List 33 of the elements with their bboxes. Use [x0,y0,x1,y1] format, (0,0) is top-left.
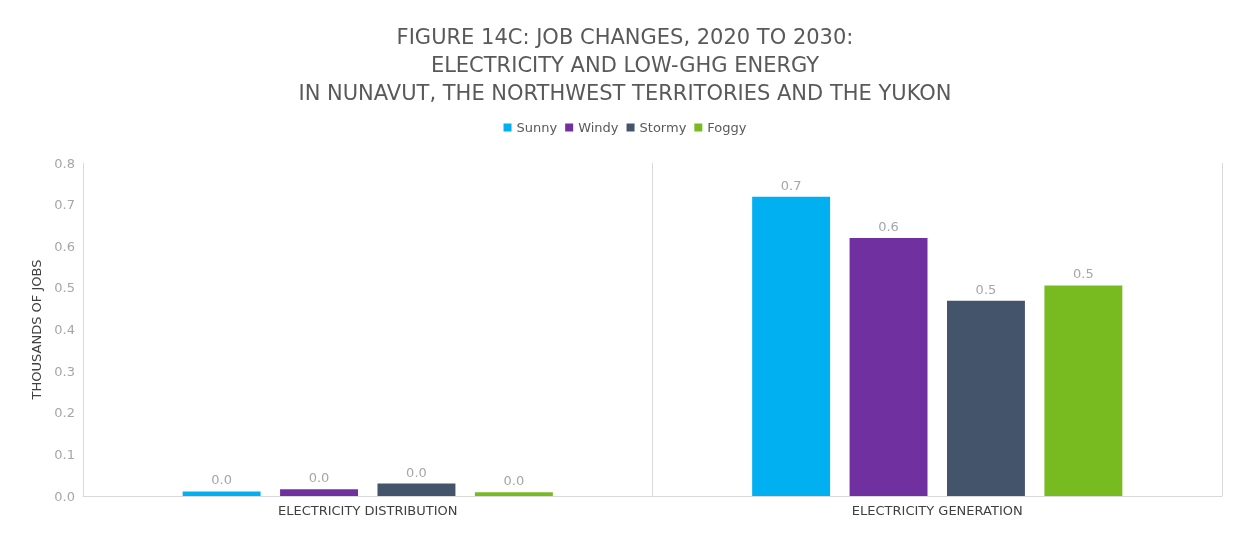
data-label: 0.6 [878,218,899,234]
y-tick-label: 0.8 [54,155,75,171]
x-tick-label: ELECTRICITY DISTRIBUTION [277,503,458,518]
y-tick-label: 0.2 [54,405,75,421]
legend-label: Foggy [707,120,747,135]
y-tick-label: 0.1 [54,446,75,462]
legend-label: Stormy [639,120,687,135]
bar [946,300,1025,496]
legend-label: Windy [578,120,619,135]
bar [182,491,261,496]
y-tick-label: 0.5 [54,280,75,296]
data-label: 0.7 [780,177,802,193]
data-label: 0.0 [406,464,427,480]
data-label: 0.5 [1073,266,1094,282]
data-label: 0.0 [211,472,232,488]
bar [377,483,456,496]
y-tick-label: 0.0 [54,488,75,504]
data-label: 0.5 [975,281,997,297]
bar [849,237,928,496]
legend-label: Sunny [516,120,558,135]
data-label: 0.0 [503,473,525,489]
bar [280,489,359,496]
y-tick-label: 0.7 [54,197,75,213]
y-tick-label: 0.3 [54,363,75,379]
y-tick-label: 0.4 [54,322,75,337]
bar [474,492,553,496]
y-axis-title: THOUSANDS OF JOBS [29,259,44,401]
x-tick-label: ELECTRICITY GENERATION [851,503,1023,518]
chart-title: FIGURE 14C: JOB CHANGES, 2020 TO 2030: ELECTRICITY AND LOW-GHG ENERGY IN NUNAVUT, THE NORTHWEST TERRITORIES AND THE YUKON [298,25,952,105]
y-tick-label: 0.6 [54,238,75,254]
data-label: 0.0 [308,470,330,486]
bar [752,196,831,496]
bar [1044,285,1123,496]
